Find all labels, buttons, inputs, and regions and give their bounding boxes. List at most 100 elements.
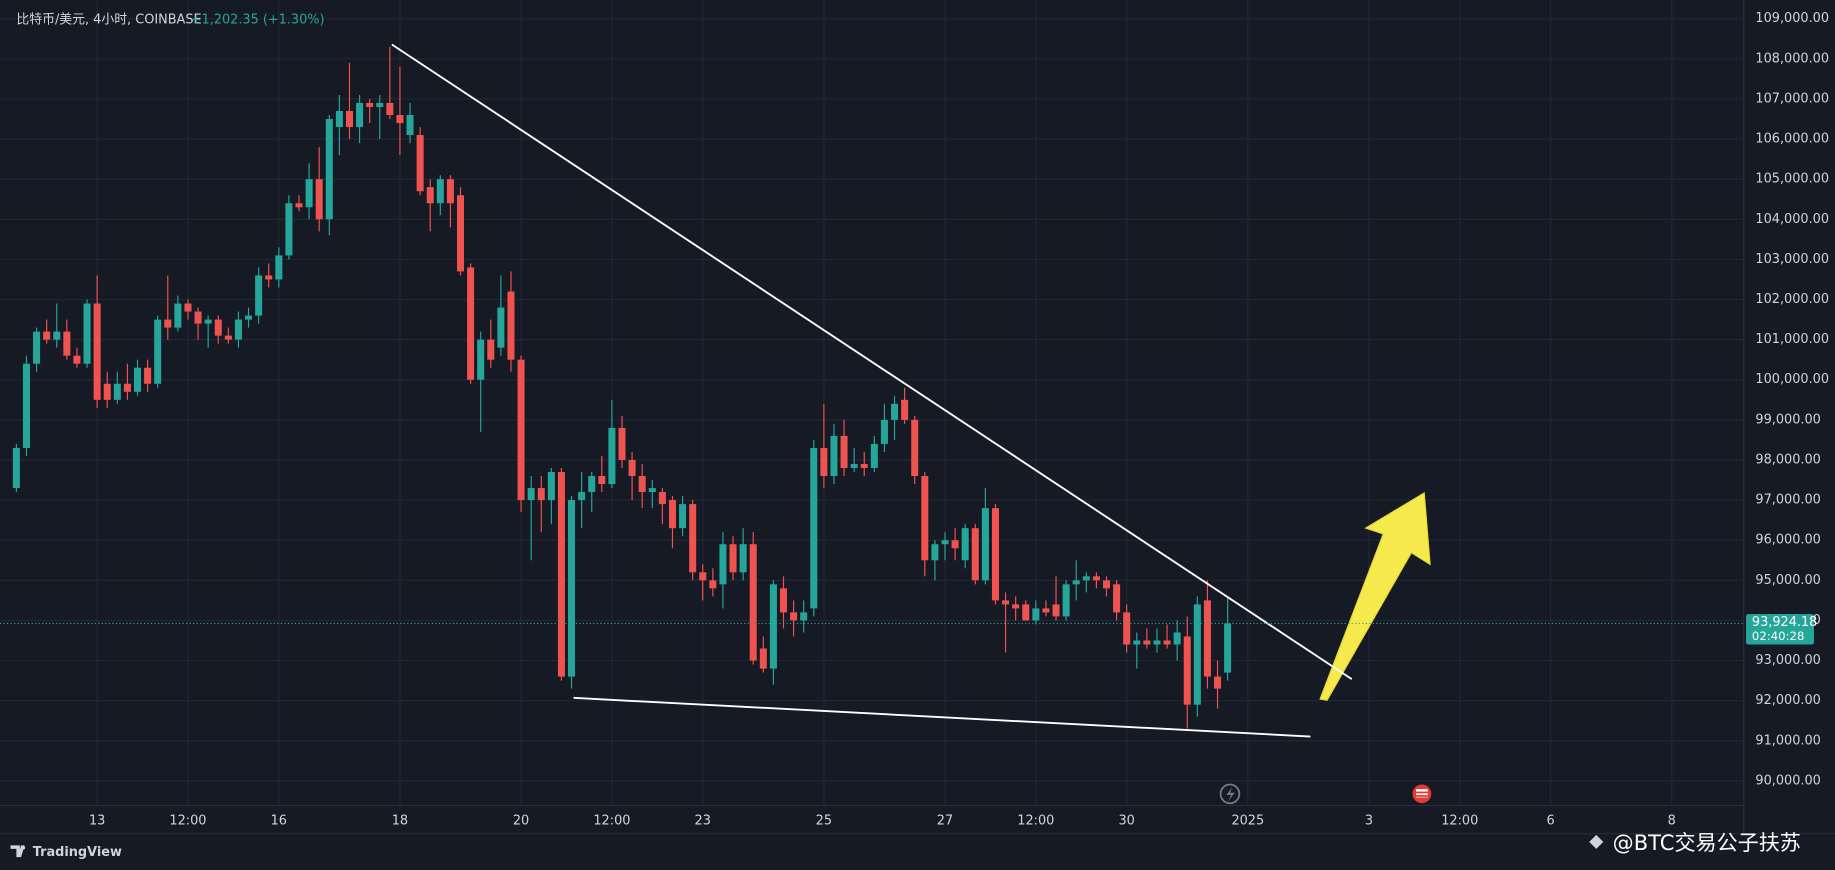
candle-body (860, 463, 868, 469)
candle-body (406, 115, 414, 136)
candle-body (1143, 640, 1151, 645)
candle-body (779, 588, 788, 613)
trend-line (573, 696, 1311, 738)
y-tick-label: 108,000.00 (1755, 51, 1829, 66)
candle-body (154, 319, 162, 384)
watermark: @BTC交易公子扶苏 (1613, 830, 1801, 855)
candle-body (265, 275, 273, 280)
candle-body (477, 339, 485, 380)
symbol-title: 比特币/美元, 4小时, COINBASE (16, 12, 201, 27)
candle-body (285, 203, 293, 256)
x-tick-label: 12:00 (169, 813, 206, 828)
candle-body (345, 110, 353, 128)
x-tick-label: 8 (1668, 813, 1676, 828)
x-tick-label: 12:00 (593, 813, 630, 828)
candle-body (456, 195, 465, 272)
candle-body (144, 367, 152, 384)
candle-body (608, 427, 616, 485)
candle-body (1092, 576, 1100, 581)
last-price-box (1746, 614, 1814, 645)
candle-body (1042, 608, 1050, 613)
x-tick-label: 20 (513, 813, 529, 828)
candle-body (648, 488, 656, 493)
x-tick-label: 18 (392, 813, 408, 828)
candle-body (628, 459, 636, 477)
candle-body (991, 508, 999, 601)
candle-body (931, 544, 939, 561)
candle-body (961, 528, 969, 561)
x-tick-label: 2025 (1231, 813, 1264, 828)
candle-body (164, 319, 172, 328)
x-tick-label: 6 (1547, 813, 1555, 828)
y-tick-label: 99,000.00 (1755, 412, 1820, 427)
y-tick-label: 96,000.00 (1755, 533, 1820, 548)
y-tick-label: 90,000.00 (1755, 773, 1820, 788)
candle-body (1153, 640, 1161, 645)
arrow (1319, 491, 1431, 701)
candle-body (921, 476, 929, 561)
candle-body (911, 419, 919, 477)
y-tick-label: 98,000.00 (1755, 452, 1820, 467)
y-tick-label: 106,000.00 (1755, 132, 1829, 147)
candle-body (12, 447, 20, 489)
candle-body (33, 331, 41, 364)
x-tick-label: 25 (816, 813, 832, 828)
candle-body (366, 102, 374, 107)
candle-body (174, 303, 182, 328)
y-tick-label: 93,000.00 (1755, 653, 1820, 668)
candle-body (971, 528, 979, 581)
candle-body (1173, 632, 1181, 645)
candle-body (547, 472, 555, 501)
candle-body (376, 102, 384, 107)
candle-body (315, 179, 323, 220)
candle-body (194, 311, 202, 324)
candle-body (53, 331, 61, 340)
candle-body (184, 303, 192, 312)
candle-body (1002, 600, 1010, 605)
brand: TradingView (33, 845, 122, 860)
candle-body (557, 472, 565, 677)
price-change: +1,202.35 (+1.30%) (191, 12, 325, 27)
candle-body (113, 383, 121, 400)
candle-body (820, 447, 828, 477)
candle-body (668, 500, 676, 529)
candle-body (941, 540, 949, 545)
x-tick-label: 12:00 (1017, 813, 1054, 828)
candle-body (679, 504, 687, 529)
candle-body (436, 179, 444, 204)
candle-body (426, 187, 434, 204)
candle-body (769, 584, 777, 669)
candle-body (951, 540, 959, 549)
candle-body (517, 359, 525, 501)
candle-body (1102, 580, 1111, 589)
candle-body (335, 110, 343, 128)
tradingview-logo (10, 845, 26, 858)
candle-body (245, 315, 253, 320)
candle-body (689, 504, 697, 573)
grid (0, 0, 1744, 806)
candles (12, 46, 1232, 729)
candle-body (295, 203, 303, 208)
x-tick-label: 12:00 (1441, 813, 1478, 828)
candle-body (83, 303, 91, 364)
candle-body (880, 419, 888, 444)
candle-body (234, 319, 242, 340)
candle-body (800, 612, 808, 621)
candle-body (840, 435, 848, 469)
candle-body (981, 508, 989, 581)
candle-body (1203, 600, 1211, 677)
candle-body (467, 267, 475, 380)
candle-body (356, 102, 364, 128)
candle-body (1133, 640, 1141, 645)
trend-line (391, 43, 1353, 680)
candle-body (729, 544, 737, 573)
candle-body (133, 367, 142, 392)
candle-body (1032, 608, 1040, 621)
candle-body (537, 488, 545, 501)
candle-body (901, 399, 909, 420)
candle-body (1082, 576, 1090, 581)
flag-icon (1412, 784, 1432, 804)
candle-body (790, 612, 798, 621)
